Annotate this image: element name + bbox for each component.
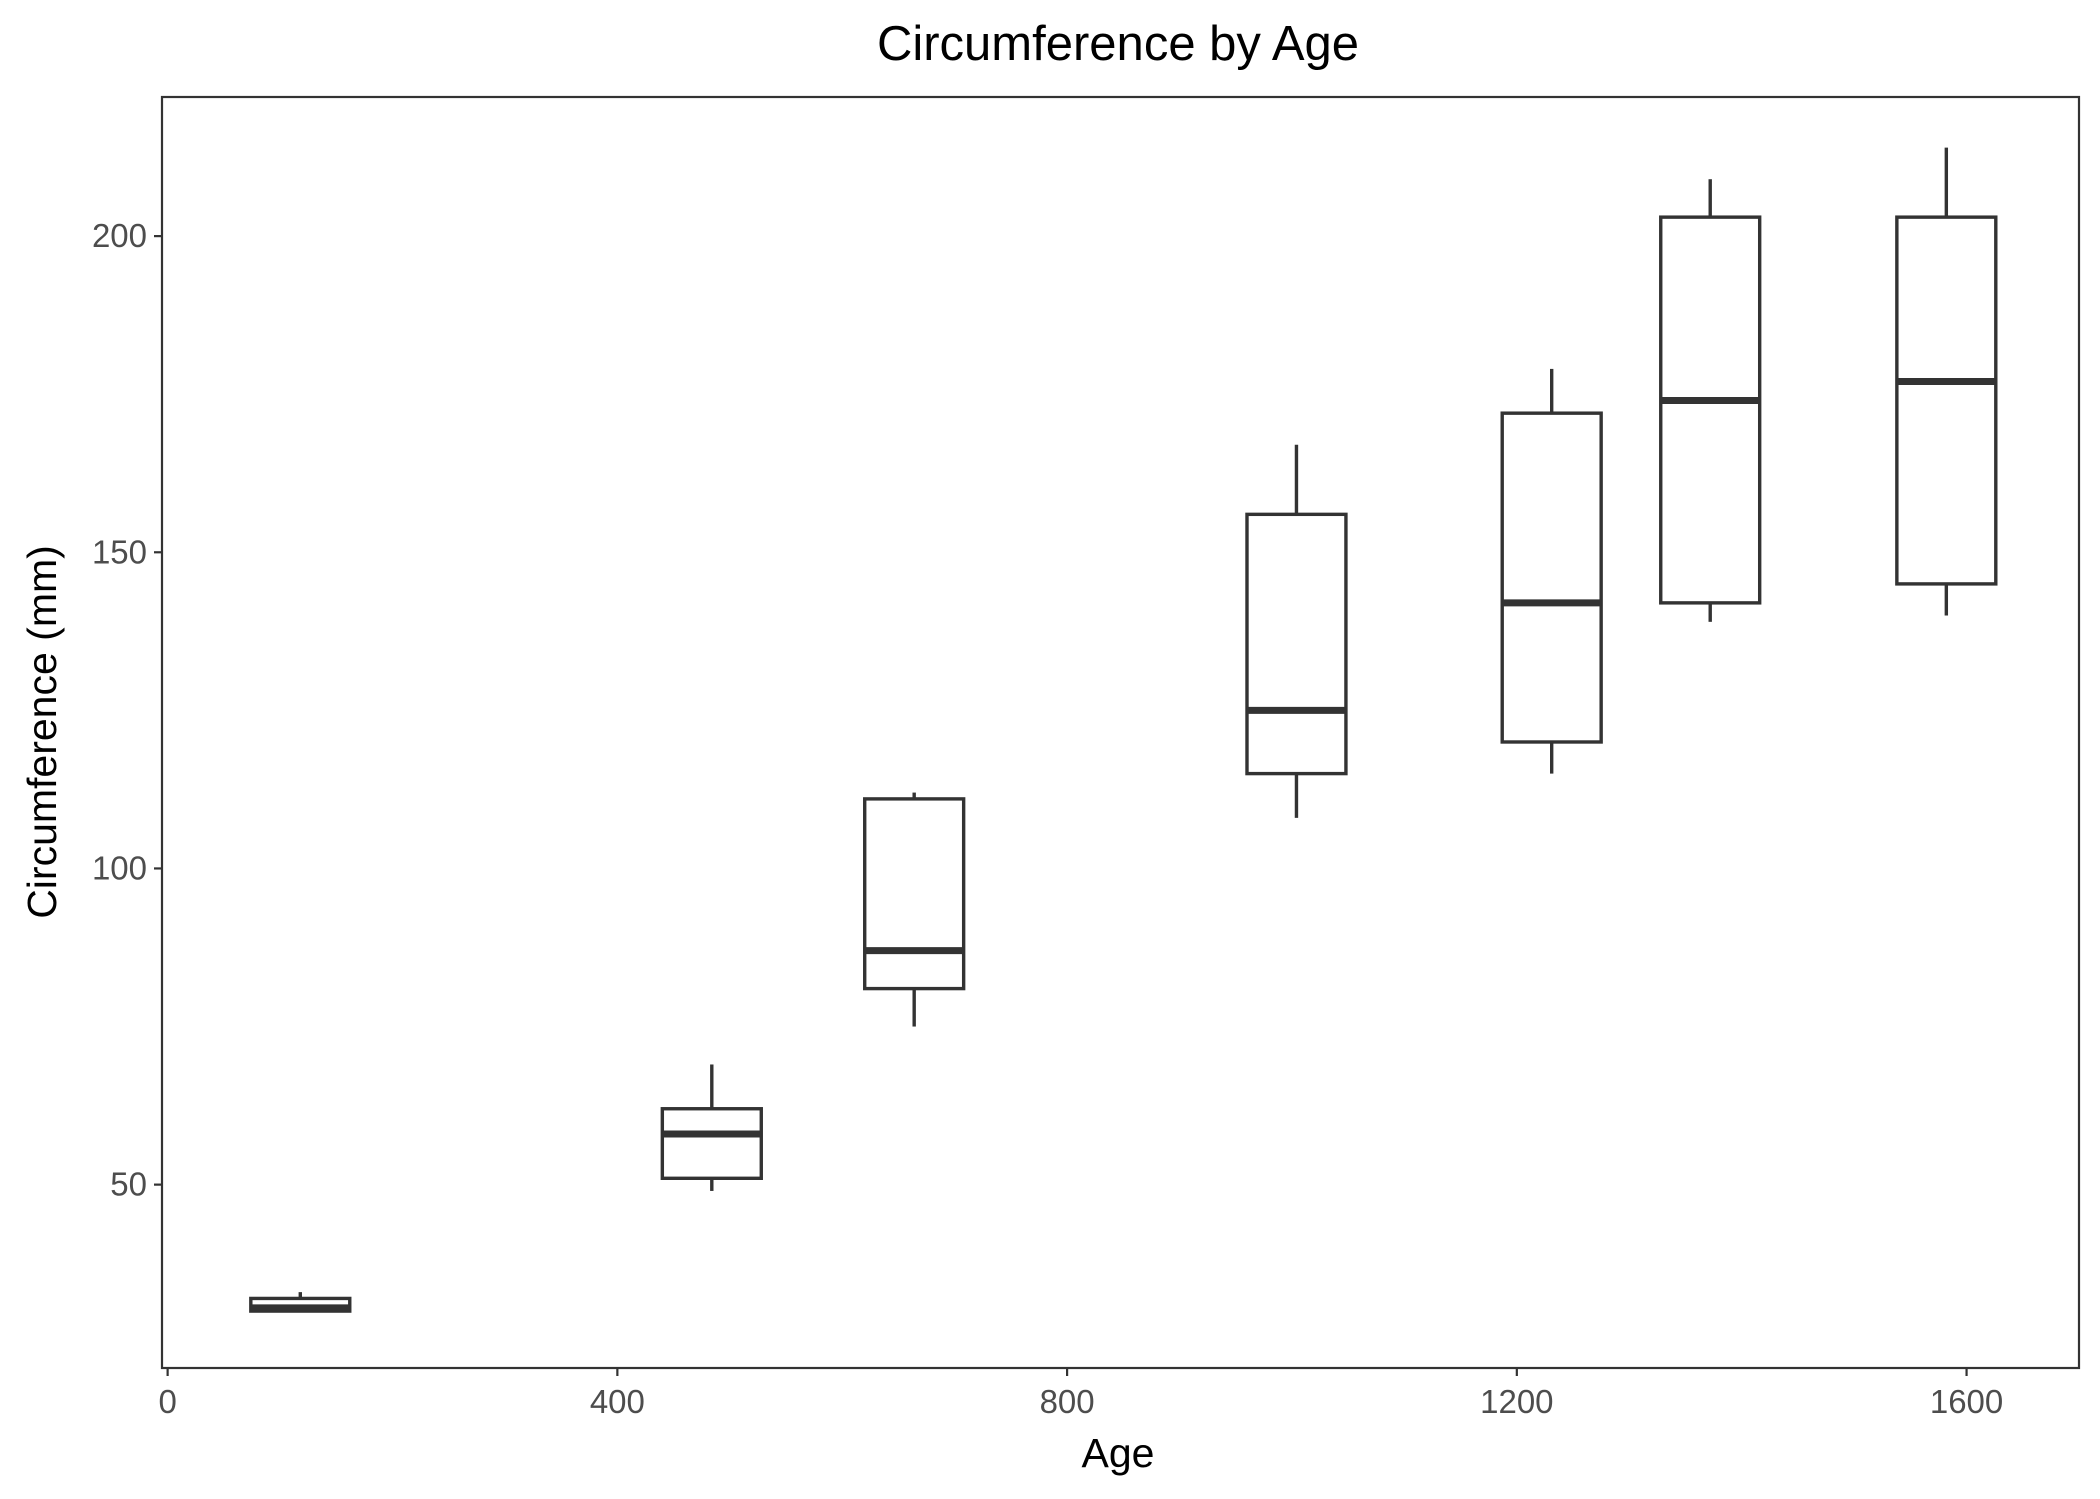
box-body (863, 797, 966, 991)
y-tick-label: 100 (92, 849, 147, 886)
box-5 (1659, 179, 1762, 622)
panel-border (160, 95, 2081, 1370)
x-tick-label: 0 (158, 1383, 176, 1420)
y-tick-label: 50 (110, 1166, 147, 1203)
x-tick-label: 1600 (1930, 1383, 2003, 1420)
box-0 (249, 1292, 352, 1313)
box-1 (660, 1064, 763, 1191)
box-body (1500, 411, 1603, 744)
chart-title: Circumference by Age (877, 17, 1359, 71)
box-2 (863, 792, 966, 1027)
x-axis-title: Age (1082, 1430, 1155, 1476)
box-body (1245, 512, 1348, 776)
box-body (1659, 215, 1762, 605)
y-tick-label: 150 (92, 533, 147, 570)
x-tick-label: 400 (590, 1383, 645, 1420)
box-3 (1245, 444, 1348, 818)
x-tick-label: 800 (1040, 1383, 1095, 1420)
x-axis: 0 400 800 1200 1600 (158, 1368, 2003, 1420)
plot-panel (160, 95, 2081, 1370)
x-tick-label: 1200 (1480, 1383, 1553, 1420)
y-tick-label: 200 (92, 217, 147, 254)
y-axis: 50 100 150 200 (92, 217, 162, 1203)
box-4 (1500, 368, 1603, 774)
y-axis-title: Circumference (mm) (19, 545, 65, 919)
box-6 (1895, 147, 1998, 616)
box-body (1895, 215, 1998, 586)
box-body (660, 1107, 763, 1180)
boxplot-series (249, 147, 1998, 1313)
